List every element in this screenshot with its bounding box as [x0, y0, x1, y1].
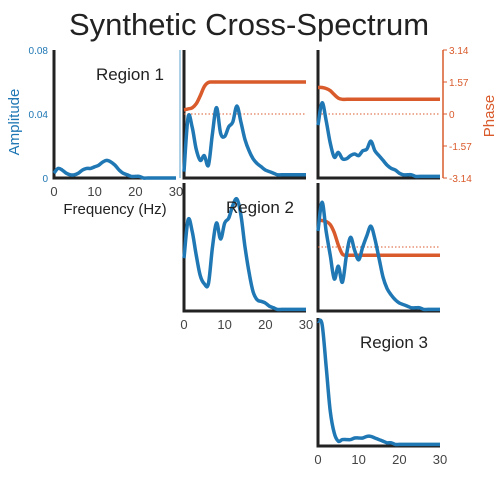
panel-1-2	[316, 183, 440, 313]
panel-0-0: Region 1 0 10 20 30 0 0.04 0.08	[29, 46, 184, 199]
x-tick-label: 30	[433, 452, 447, 467]
figure-title: Synthetic Cross-Spectrum	[69, 7, 429, 42]
phase-tick-label: -1.57	[449, 142, 472, 153]
x-tick-label: 20	[392, 452, 406, 467]
x-tick-label: 20	[258, 317, 272, 332]
axis-annotations: Amplitude Frequency (Hz) Phase	[6, 89, 498, 218]
amplitude-axis-label: Amplitude	[6, 89, 23, 156]
phase-series-line	[317, 85, 440, 102]
panel-0-1	[182, 50, 306, 180]
amplitude-series-line	[316, 318, 440, 447]
region-label: Region 3	[360, 333, 428, 352]
amplitude-series-line	[182, 104, 306, 177]
region-label: Region 2	[226, 198, 294, 217]
frequency-axis-label: Frequency (Hz)	[63, 201, 166, 218]
phase-tick-label: -3.14	[449, 174, 472, 185]
panel-2-2: Region 3 0 10 20 30	[314, 318, 447, 467]
panel-grid: Region 1 0 10 20 30 0 0.04 0.08 3.14 1.57 0 -1.57 -3…	[29, 46, 473, 467]
amplitude-series-line	[182, 196, 306, 312]
phase-series-line	[183, 80, 306, 112]
x-tick-label: 0	[314, 452, 321, 467]
x-tick-label: 0	[180, 317, 187, 332]
amplitude-series-line	[316, 200, 440, 312]
amplitude-series-line	[52, 158, 176, 180]
x-tick-label: 10	[217, 317, 231, 332]
y-tick-label: 0.04	[29, 110, 49, 121]
x-tick-label: 30	[299, 317, 313, 332]
x-tick-label: 30	[169, 184, 183, 199]
y-tick-label: 0	[42, 174, 48, 185]
x-tick-label: 10	[351, 452, 365, 467]
panel-0-2: 3.14 1.57 0 -1.57 -3.14	[316, 46, 472, 185]
x-tick-label: 0	[50, 184, 57, 199]
phase-tick-label: 0	[449, 110, 455, 121]
y-tick-label: 0.08	[29, 46, 49, 57]
region-label: Region 1	[96, 65, 164, 84]
amplitude-series-line	[316, 101, 440, 179]
phase-tick-label: 3.14	[449, 46, 469, 57]
x-tick-label: 20	[128, 184, 142, 199]
phase-tick-label: 1.57	[449, 78, 469, 89]
phase-axis-label: Phase	[481, 95, 498, 138]
panel-1-1: Region 2 0 10 20 30	[180, 183, 313, 332]
x-tick-label: 10	[87, 184, 101, 199]
